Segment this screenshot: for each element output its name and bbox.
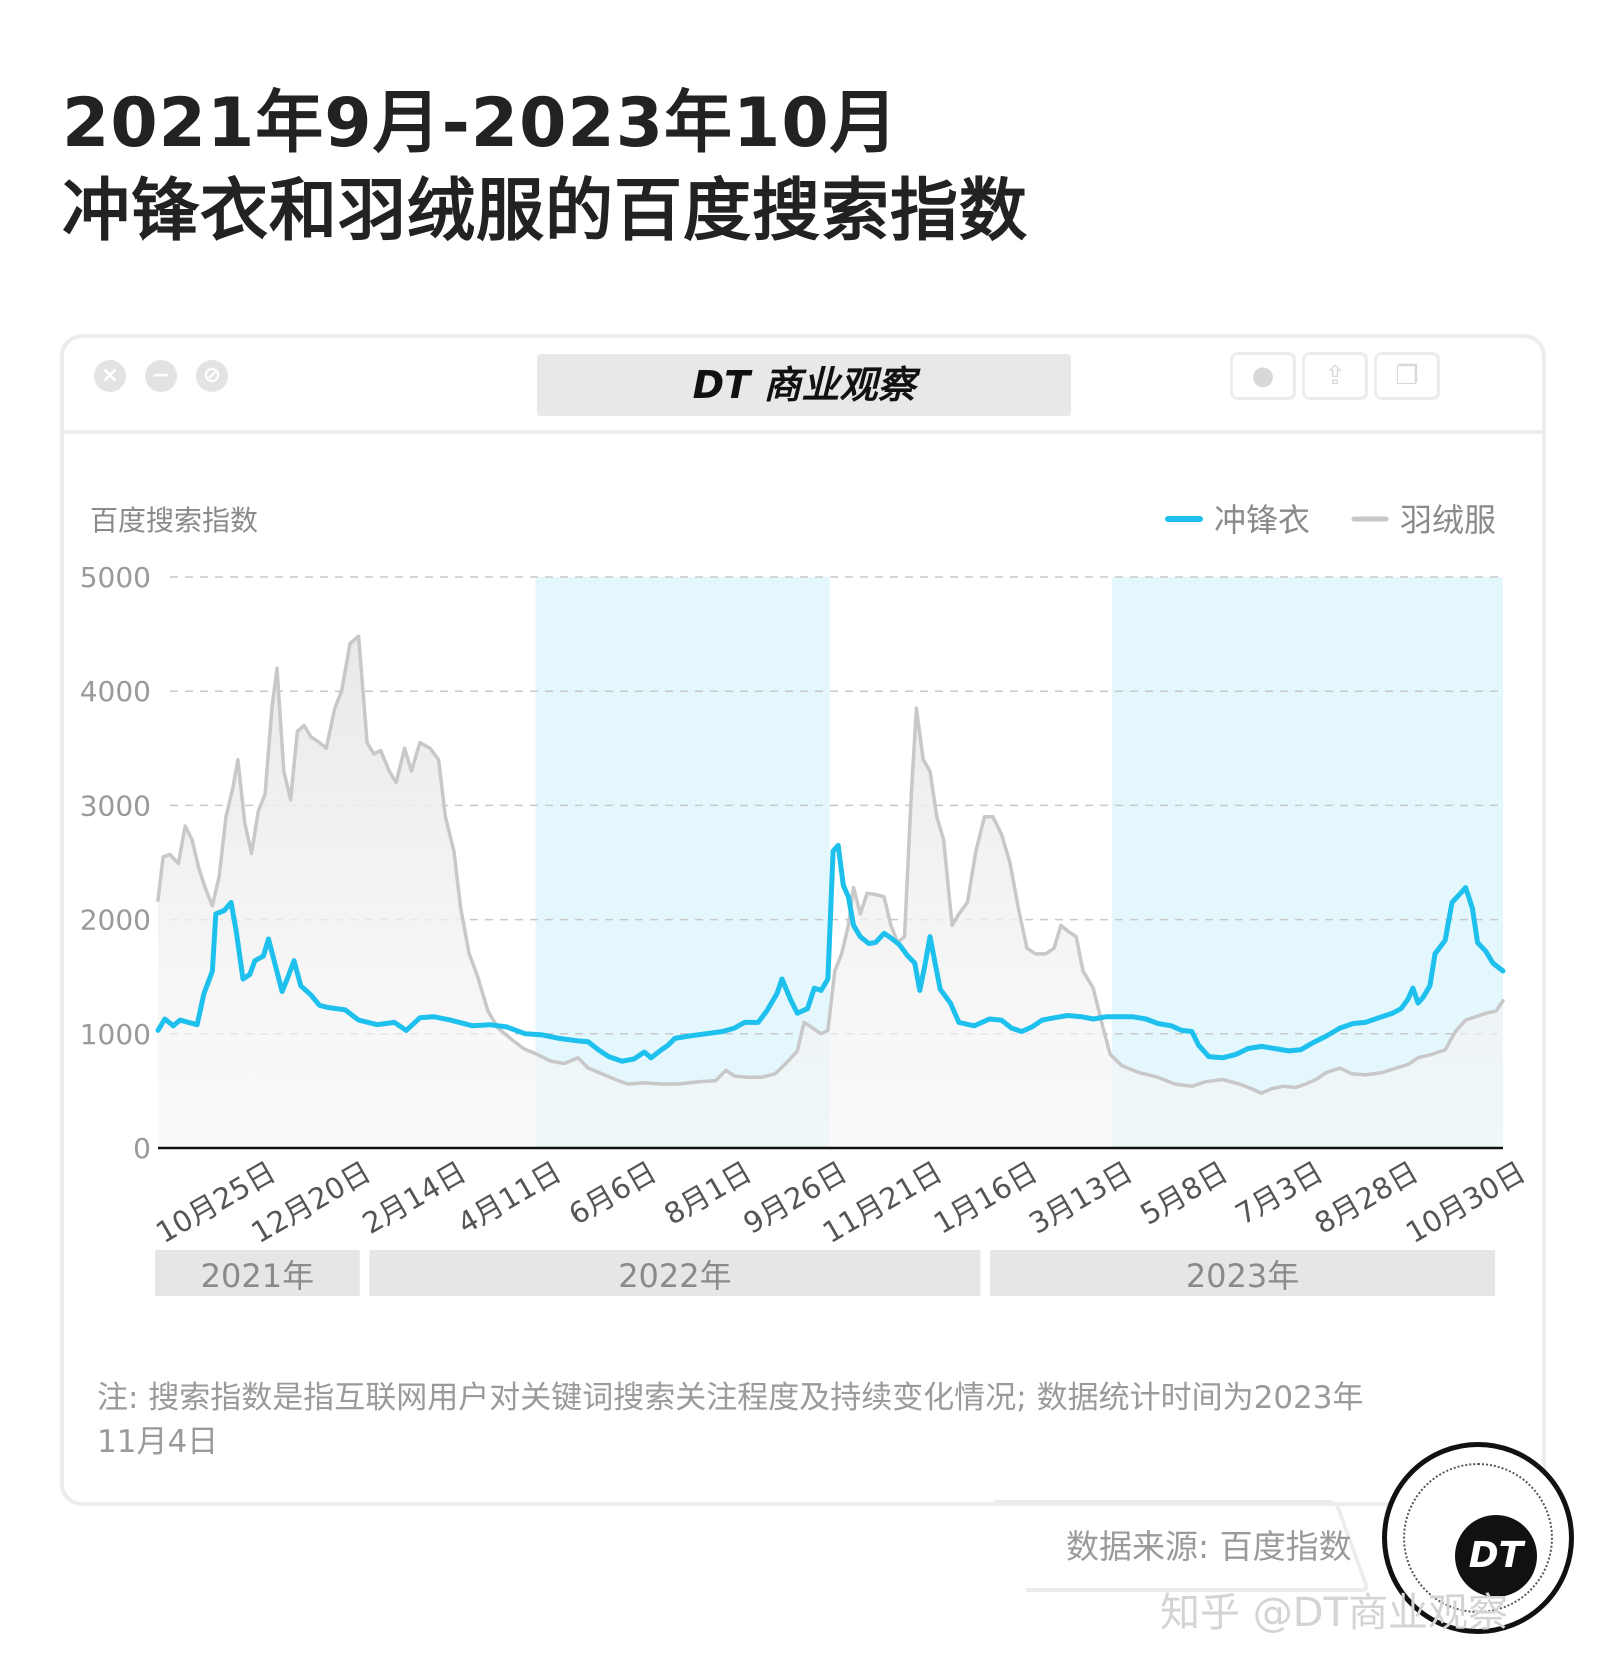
logo-text: DT (1455, 1515, 1537, 1597)
watermark: 知乎 @DT商业观察 (1160, 1590, 1508, 1636)
year-band-0 (155, 1250, 360, 1296)
year-band-2 (990, 1250, 1495, 1296)
series-line-羽绒服 (156, 634, 1505, 1095)
page-title: 2021年9月-2023年10月 冲锋衣和羽绒服的百度搜索指数 (62, 80, 1028, 256)
year-label-2: 2023年 (1186, 1257, 1299, 1295)
year-label-0: 2021年 (201, 1257, 314, 1295)
series-line-冲锋衣 (155, 842, 1506, 1064)
restore-icon[interactable]: ⊘ (196, 360, 228, 392)
x-tick-label-9: 3月13日 (1023, 1155, 1138, 1241)
title-line-1: 2021年9月-2023年10月 (62, 84, 899, 163)
brand-bar: DT 商业观察 (537, 354, 1071, 416)
title-line-2: 冲锋衣和羽绒服的百度搜索指数 (62, 172, 1029, 251)
share-icon[interactable]: ⇪ (1302, 352, 1368, 400)
year-band-1 (369, 1250, 981, 1296)
data-source: 数据来源: 百度指数 (1066, 1527, 1352, 1566)
minimize-icon[interactable]: − (145, 360, 177, 392)
x-tick-label-3: 4月11日 (452, 1155, 567, 1241)
x-tick-label-10: 5月8日 (1134, 1155, 1233, 1232)
y-tick-label-2000: 2000 (80, 904, 151, 937)
highlight-band-0 (535, 577, 830, 1148)
year-label-1: 2022年 (618, 1257, 731, 1295)
series-area-羽绒服 (158, 636, 1503, 1148)
copy-icon[interactable]: ❐ (1374, 352, 1440, 400)
dt-logo: DT (1382, 1442, 1574, 1634)
x-tick-label-2: 2月14日 (357, 1155, 472, 1241)
close-icon[interactable]: × (94, 360, 126, 392)
x-tick-label-4: 6月6日 (563, 1155, 662, 1232)
y-tick-label-3000: 3000 (80, 789, 151, 822)
window-titlebar: × − ⊘ DT 商业观察 ● ⇪ ❐ (64, 338, 1542, 434)
legend-label-1: 羽绒服 (1400, 501, 1496, 539)
legend-label-0: 冲锋衣 (1214, 501, 1310, 539)
record-icon[interactable]: ● (1230, 352, 1296, 400)
y-tick-label-5000: 5000 (80, 561, 151, 594)
y-axis-label: 百度搜索指数 (90, 504, 258, 537)
x-tick-label-8: 1月16日 (928, 1155, 1043, 1241)
x-tick-label-13: 10月30日 (1400, 1155, 1531, 1250)
y-tick-label-1000: 1000 (80, 1018, 151, 1051)
logo-ring: DT (1403, 1463, 1553, 1613)
y-tick-label-4000: 4000 (80, 675, 151, 708)
y-tick-label-0: 0 (133, 1132, 151, 1165)
chart-note: 注: 搜索指数是指互联网用户对关键词搜索关注程度及持续变化情况; 数据统计时间为… (97, 1380, 1364, 1460)
